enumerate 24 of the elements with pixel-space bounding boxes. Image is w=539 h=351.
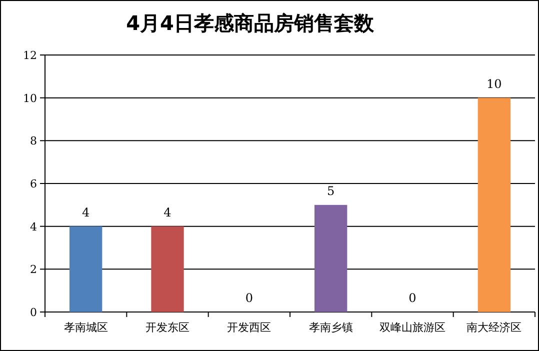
bar	[478, 98, 510, 312]
y-tick-label: 12	[23, 49, 37, 62]
x-tick-label: 开发东区	[146, 321, 190, 334]
y-tick-label: 2	[30, 263, 37, 276]
data-label: 4	[82, 205, 90, 220]
y-tick-label: 8	[30, 134, 37, 148]
chart-title: 4月4日孝感商品房销售套数	[126, 11, 375, 35]
data-label: 5	[327, 184, 335, 198]
x-tick-label: 孝南乡镇	[308, 321, 353, 334]
y-tick-label: 4	[30, 220, 37, 234]
y-tick-label: 6	[30, 178, 37, 190]
x-tick-label: 南大经济区	[466, 321, 522, 334]
x-tick-label: 双峰山旅游区	[380, 321, 446, 334]
x-tick-label: 孝南城区	[64, 321, 108, 334]
bar	[151, 226, 184, 312]
y-tick-label: 0	[30, 306, 37, 319]
data-label: 10	[486, 76, 502, 91]
bar	[314, 204, 348, 312]
data-label: 0	[245, 291, 253, 305]
y-tick-label: 10	[23, 92, 37, 105]
data-label: 4	[164, 205, 172, 220]
x-tick-label: 开发西区	[227, 321, 272, 334]
bar	[70, 226, 102, 312]
data-label: 0	[408, 291, 416, 305]
